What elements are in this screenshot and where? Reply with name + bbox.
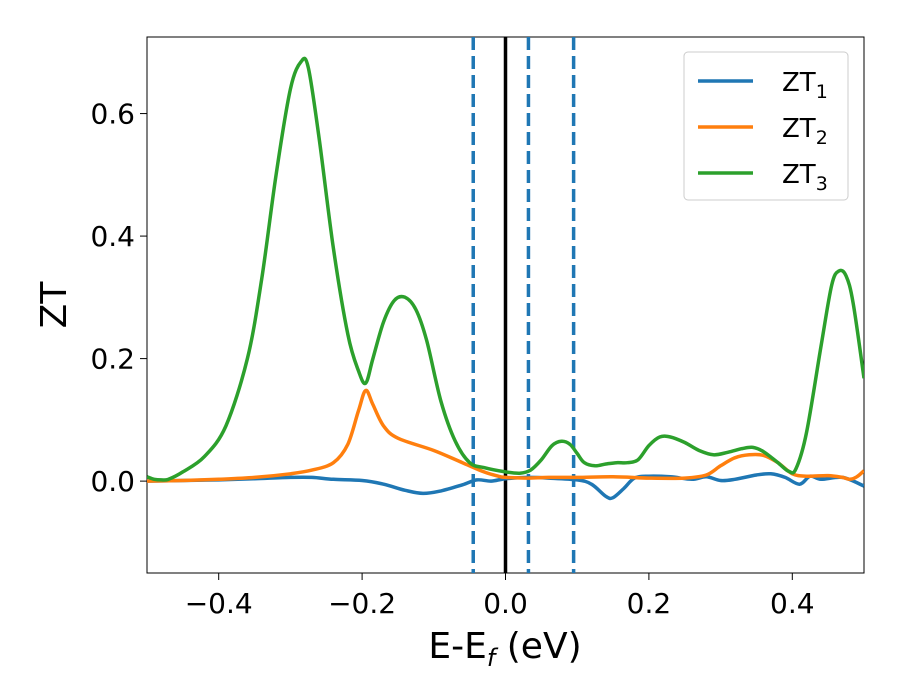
x-axis-label: E-Ef (eV)	[428, 626, 581, 672]
x-axis-ticks: −0.4 −0.2 0.0 0.2 0.4	[185, 573, 815, 620]
legend: ZT1 ZT2 ZT3	[683, 51, 849, 201]
y-axis-ticks: 0.0 0.2 0.4 0.6	[90, 98, 147, 498]
y-axis-label: ZT	[34, 281, 75, 329]
series-line-1	[147, 471, 864, 501]
x-tick-label: 0.2	[627, 587, 672, 620]
x-tick-label: −0.4	[185, 587, 253, 620]
legend-label-1: ZT1	[782, 68, 828, 103]
legend-label-3: ZT3	[782, 160, 828, 195]
x-tick-label: −0.2	[328, 587, 396, 620]
legend-label-2: ZT2	[782, 114, 828, 149]
reference-lines	[471, 37, 576, 573]
x-tick-label: 0.0	[483, 587, 528, 620]
y-tick-label: 0.6	[90, 98, 135, 131]
y-tick-label: 0.4	[90, 220, 135, 253]
y-tick-label: 0.2	[90, 343, 135, 376]
series-lines	[147, 56, 864, 501]
legend-box	[683, 51, 849, 201]
y-tick-label: 0.0	[90, 465, 135, 498]
x-tick-label: 0.4	[770, 587, 815, 620]
series-line-3	[147, 56, 864, 482]
